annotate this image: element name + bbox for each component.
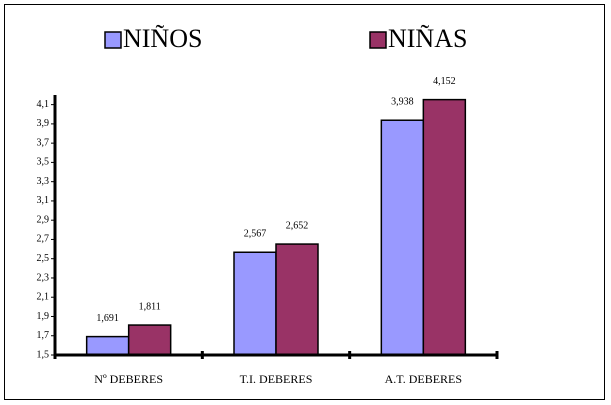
y-tick-label: 2,5 <box>37 253 50 264</box>
y-tick-label: 3,9 <box>37 118 50 129</box>
bar <box>127 324 172 356</box>
legend-label: NIÑAS <box>388 24 467 53</box>
y-tick-label: 3,7 <box>37 137 50 148</box>
bar <box>422 98 467 356</box>
y-tick-label: 2,3 <box>37 272 50 283</box>
y-tick-label: 2,9 <box>37 214 50 225</box>
y-tick-label: 1,7 <box>37 330 50 341</box>
x-tick-label: A.T. DEBERES <box>385 372 462 386</box>
y-tick-label: 3,5 <box>37 157 50 168</box>
value-label: 4,152 <box>433 76 456 87</box>
bar <box>233 251 277 356</box>
y-tick-label: 2,7 <box>37 234 50 245</box>
legend-label: NIÑOS <box>123 24 202 53</box>
y-tick-label: 1,9 <box>37 311 50 322</box>
legend-swatch <box>104 31 122 49</box>
y-tick-label: 3,1 <box>37 195 50 206</box>
y-tick-label: 3,3 <box>37 176 50 187</box>
value-label: 3,938 <box>391 97 414 108</box>
bar <box>275 243 319 356</box>
y-tick-label: 1,5 <box>37 349 50 360</box>
value-label: 2,567 <box>244 229 267 240</box>
bar <box>85 335 130 356</box>
y-tick-label: 2,1 <box>37 292 50 303</box>
value-label: 2,652 <box>286 220 309 231</box>
x-tick-label: Nº DEBERES <box>94 372 163 386</box>
y-tick-label: 4,1 <box>37 99 50 110</box>
legend-swatch <box>369 31 387 49</box>
bar <box>380 119 425 356</box>
value-label: 1,691 <box>96 313 119 324</box>
value-label: 1,811 <box>139 301 161 312</box>
x-tick-label: T.I. DEBERES <box>240 372 313 386</box>
